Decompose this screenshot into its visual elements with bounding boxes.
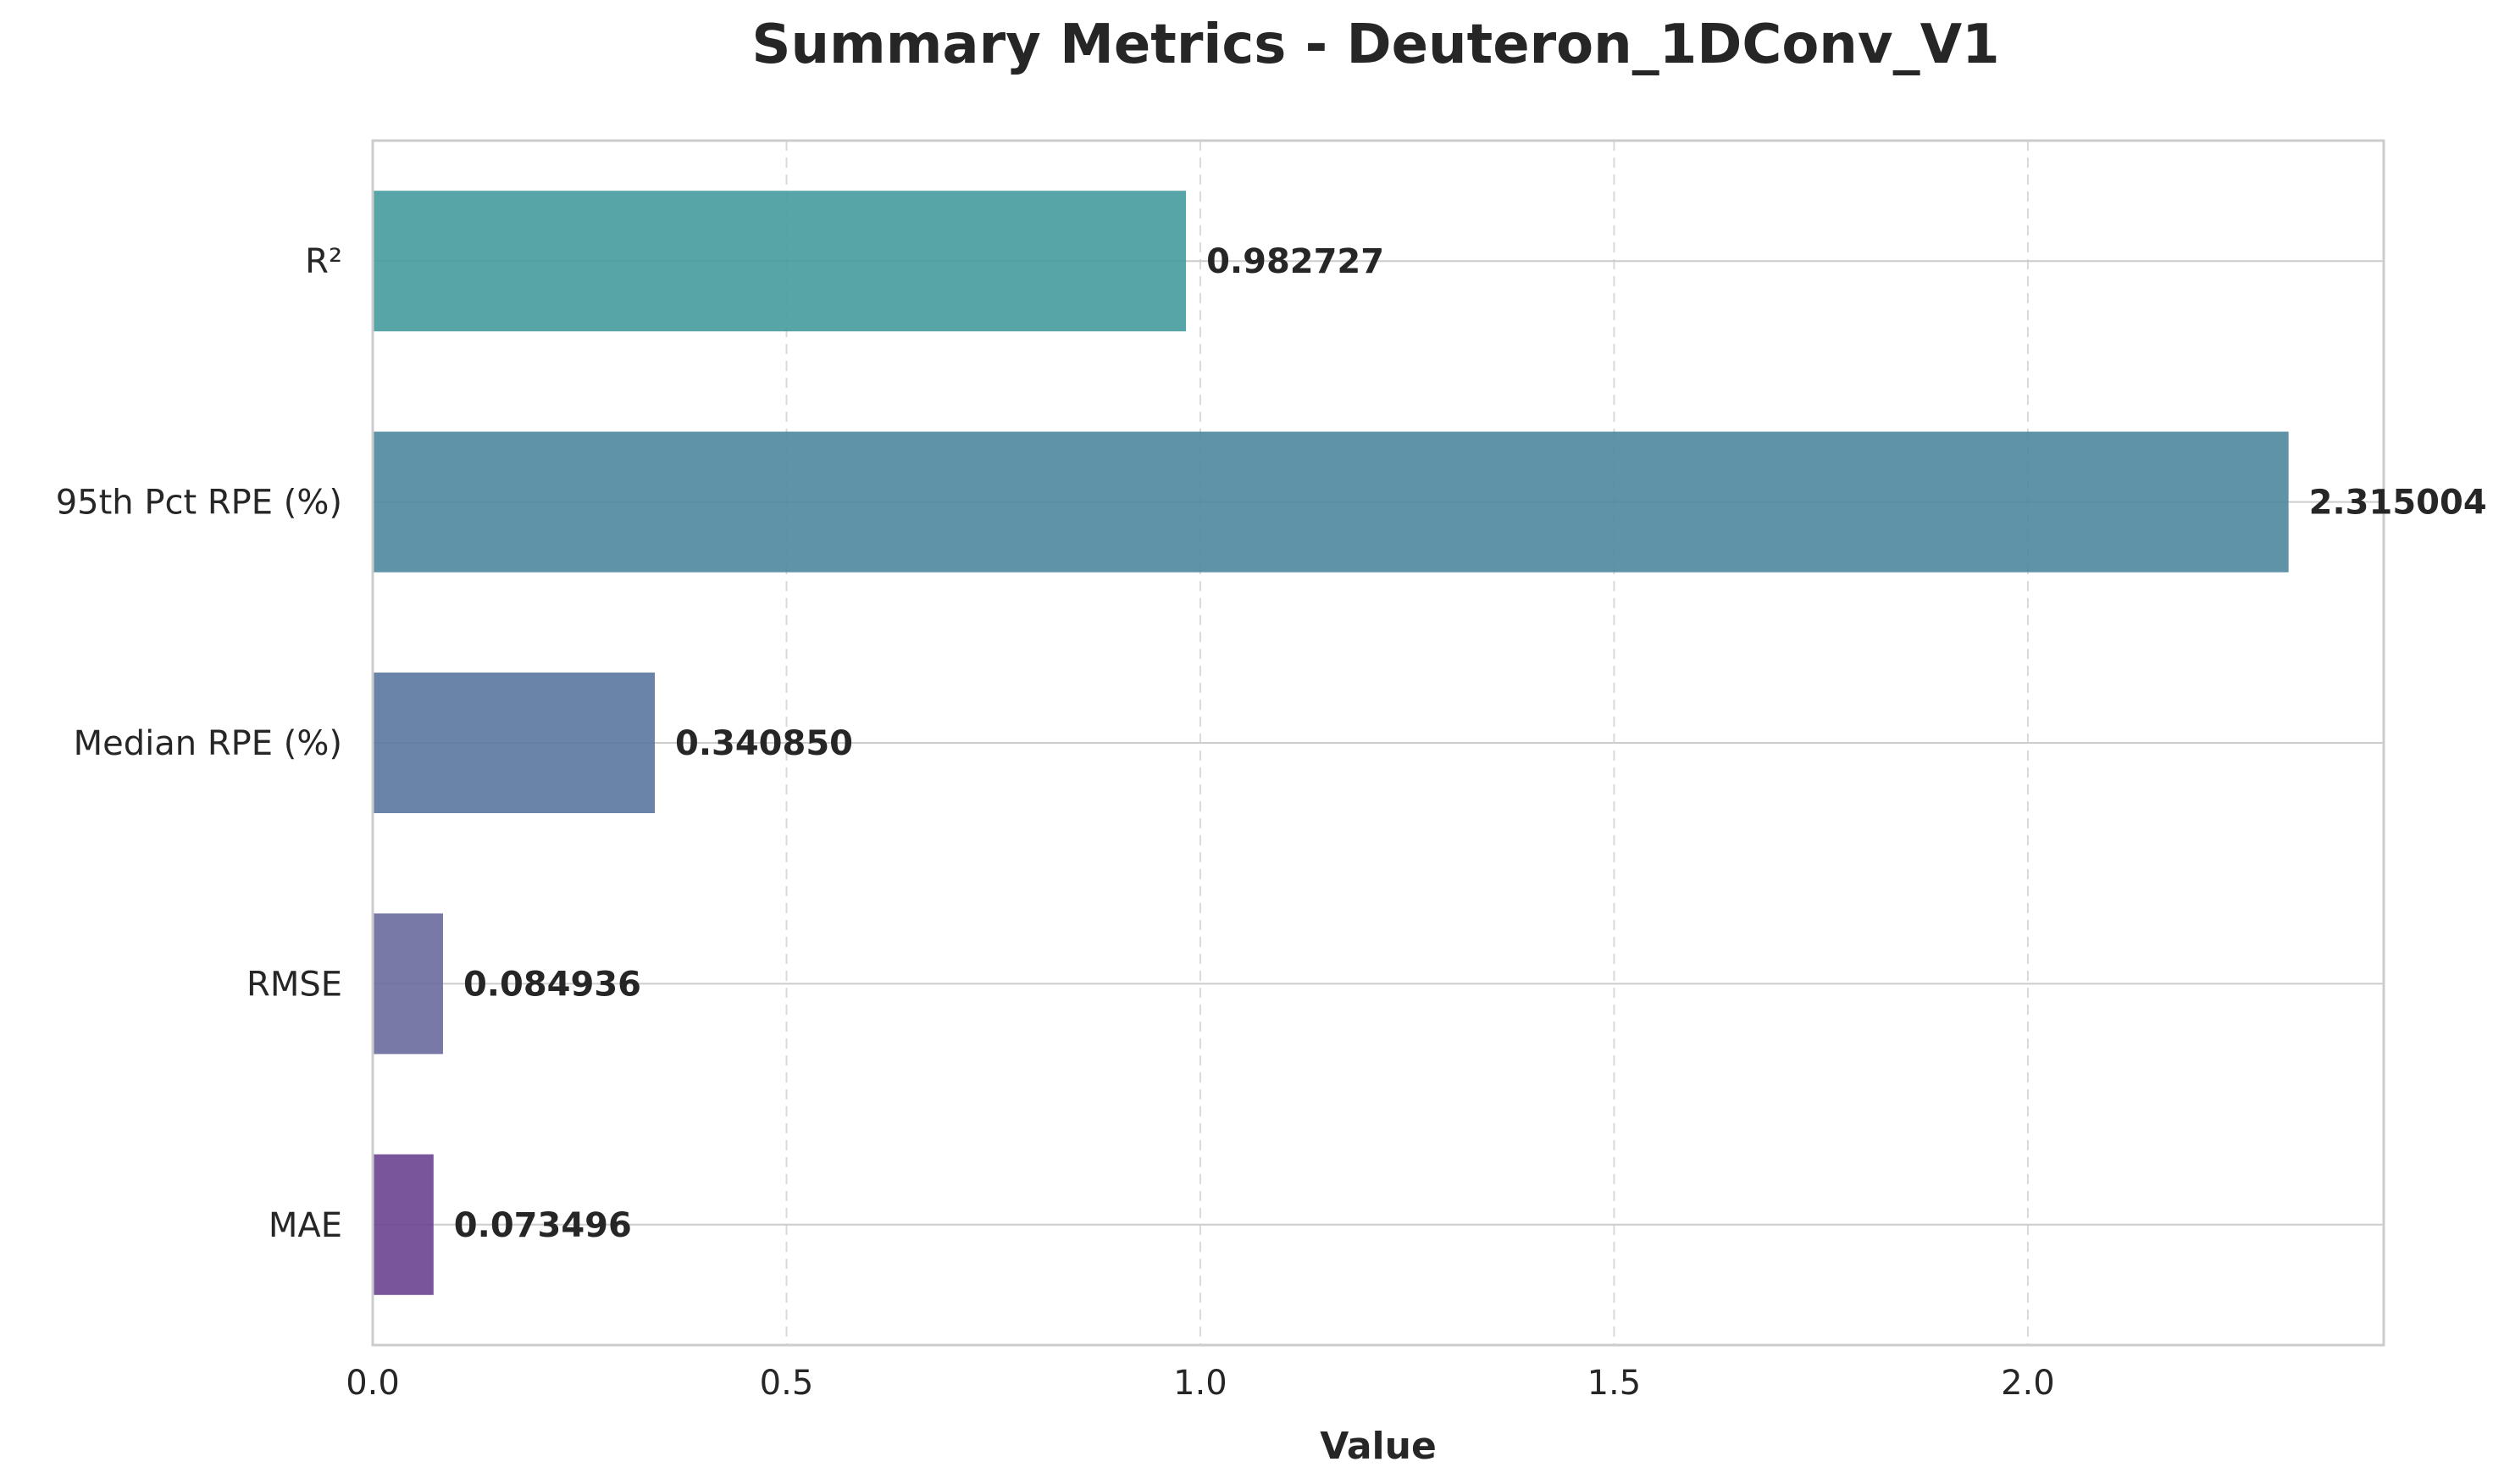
bar-value-label: 2.315004 [2309,484,2487,523]
x-tick-labels: 0.0 0.5 1.0 1.5 2.0 [346,1364,2055,1403]
x-tick-label: 0.5 [760,1364,814,1403]
x-tick-label: 0.0 [346,1364,400,1403]
bar [373,431,2289,573]
plot-area-frame [371,139,2385,1347]
bar [373,191,1187,332]
bar-value-label: 0.340850 [675,724,853,763]
bar-value-label: 0.084936 [463,965,641,1004]
bar [373,1154,434,1295]
value-labels: 0.073496 0.084936 0.340850 2.315004 0.982727 [454,242,2487,1245]
bar [373,913,443,1055]
y-tick-labels: MAE RMSE Median RPE (%) 95th Pct RPE (%) R² [56,242,342,1245]
bar [373,673,655,813]
x-axis-label: Value [1320,1425,1437,1468]
bar-value-label: 0.982727 [1206,242,1384,281]
x-tick-label: 1.5 [1587,1364,1642,1403]
y-tick-label: Median RPE (%) [74,724,342,763]
x-tick-label: 2.0 [2001,1364,2055,1403]
y-tick-label: 95th Pct RPE (%) [56,484,342,523]
y-tick-label: MAE [269,1206,342,1245]
y-tick-label: R² [305,242,342,281]
bars [373,191,2289,1295]
y-tick-label: RMSE [247,965,342,1004]
bar-value-label: 0.073496 [454,1206,632,1245]
x-tick-label: 1.0 [1173,1364,1227,1403]
chart-title: Summary Metrics - Deuteron_1DConv_V1 [751,14,1999,76]
